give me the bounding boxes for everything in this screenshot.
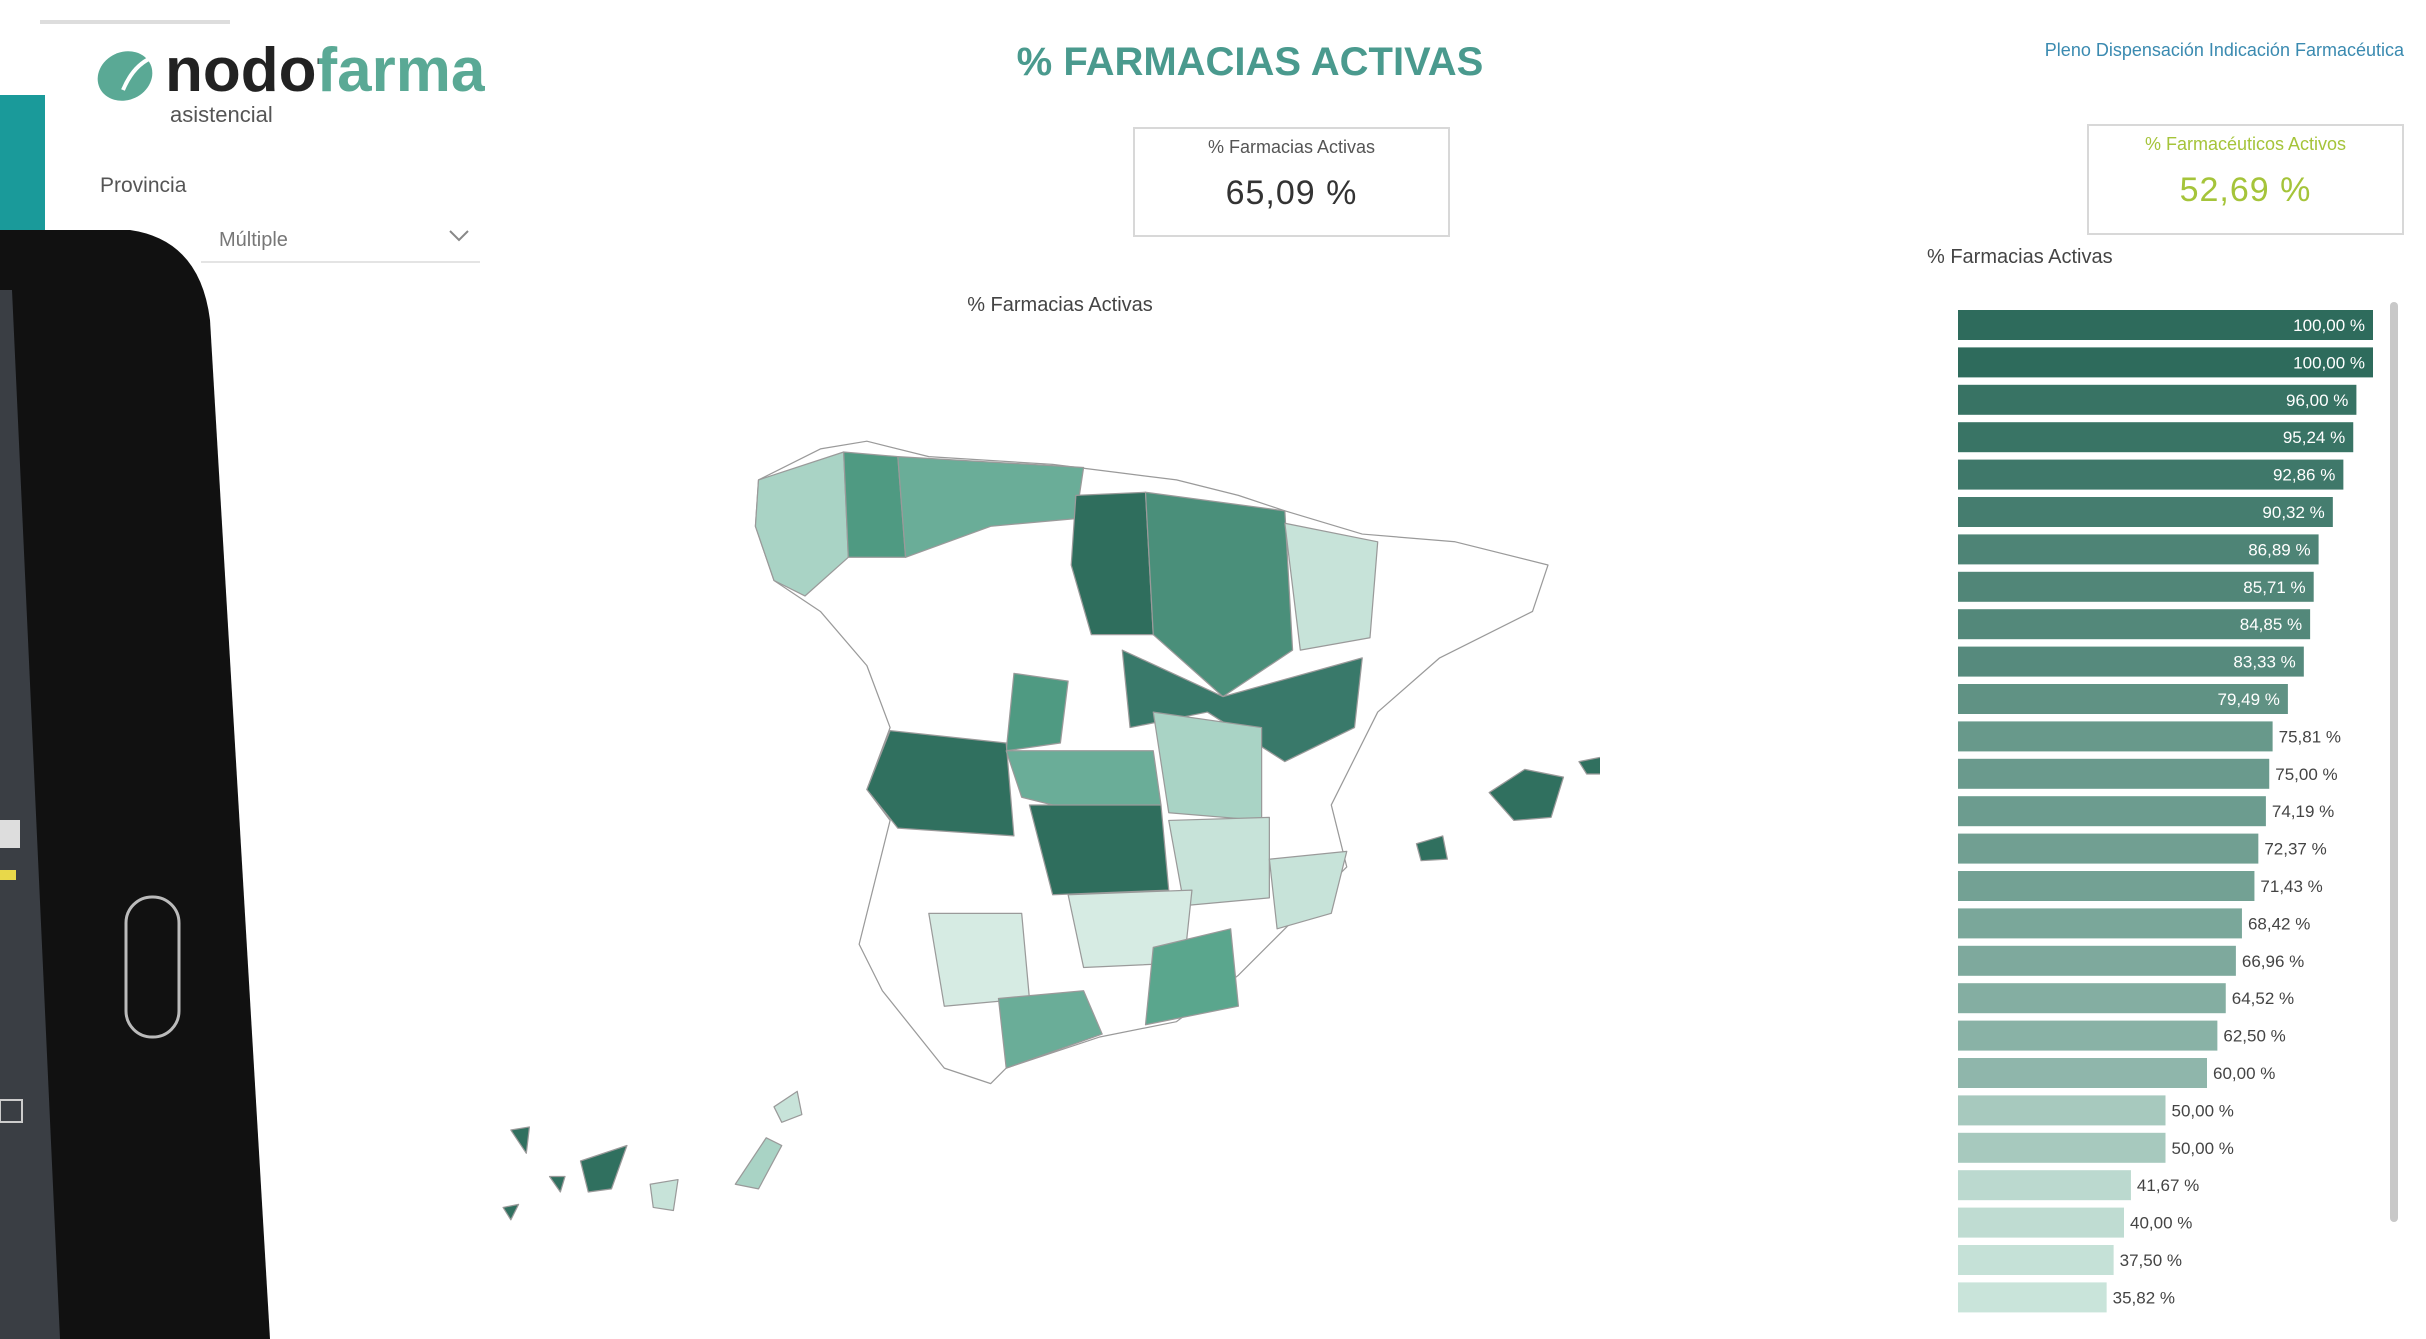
bar-value-label: 83,33 % xyxy=(2233,653,2295,672)
bar xyxy=(1958,1021,2217,1051)
bar-value-label: 35,82 % xyxy=(2113,1288,2175,1307)
bar-value-label: 95,24 % xyxy=(2283,428,2345,447)
bar-value-label: 66,96 % xyxy=(2242,952,2304,971)
bar-value-label: 100,00 % xyxy=(2293,353,2365,372)
bar xyxy=(1958,1133,2166,1163)
bar-value-label: 79,49 % xyxy=(2217,690,2279,709)
bar-value-label: 50,00 % xyxy=(2172,1139,2234,1158)
bar-value-label: 41,67 % xyxy=(2137,1176,2199,1195)
page: Nodofarma - % Farmacias Activas {"header… xyxy=(0,0,2426,1339)
bar xyxy=(1958,871,2254,901)
bar-chart: 100,00 % 100,00 % 96,00 % 95,24 % 92,86 % 90,… xyxy=(1950,290,2410,1339)
map xyxy=(0,0,1600,1339)
nav-link[interactable]: Pleno Dispensación Indicación Farmacéuti… xyxy=(2045,40,2404,61)
kpi-card: % Farmacéuticos Activos 52,69 % xyxy=(2087,124,2404,235)
bar-value-label: 37,50 % xyxy=(2120,1251,2182,1270)
bar xyxy=(1958,796,2266,826)
body: nodofarma asistencial % FARMACIAS ACTIVA… xyxy=(0,0,2426,1339)
bar-value-label: 75,00 % xyxy=(2275,765,2337,784)
bar xyxy=(1958,1282,2107,1312)
bar-value-label: 72,37 % xyxy=(2264,840,2326,859)
bar xyxy=(1958,759,2269,789)
bar-value-label: 90,32 % xyxy=(2262,503,2324,522)
bar xyxy=(1958,1208,2124,1238)
bar-value-label: 92,86 % xyxy=(2273,466,2335,485)
bar-value-label: 75,81 % xyxy=(2279,727,2341,746)
bar-value-label: 85,71 % xyxy=(2243,578,2305,597)
bar xyxy=(1958,908,2242,938)
bar-value-label: 60,00 % xyxy=(2213,1064,2275,1083)
bar xyxy=(1958,1095,2166,1125)
bar-value-label: 74,19 % xyxy=(2272,802,2334,821)
bar-value-label: 96,00 % xyxy=(2286,391,2348,410)
bar-value-label: 68,42 % xyxy=(2248,914,2310,933)
bar xyxy=(1958,1245,2114,1275)
bar-value-label: 50,00 % xyxy=(2172,1101,2234,1120)
bar-chart-title: % Farmacias Activas xyxy=(1927,246,2113,269)
bar-value-label: 64,52 % xyxy=(2232,989,2294,1008)
bar-value-label: 62,50 % xyxy=(2223,1027,2285,1046)
scrollbar[interactable] xyxy=(2390,302,2398,1222)
bar xyxy=(1958,721,2273,751)
bar-value-label: 71,43 % xyxy=(2260,877,2322,896)
card-value: 52,69 % xyxy=(2089,171,2402,210)
bar xyxy=(1958,834,2258,864)
bar xyxy=(1958,983,2226,1013)
bar-value-label: 86,89 % xyxy=(2248,540,2310,559)
bar-value-label: 100,00 % xyxy=(2293,316,2365,335)
card-label: % Farmacéuticos Activos xyxy=(2089,134,2402,155)
bar xyxy=(1958,1170,2131,1200)
bar-value-label: 40,00 % xyxy=(2130,1214,2192,1233)
bar xyxy=(1958,946,2236,976)
bar xyxy=(1958,1058,2207,1088)
bar-value-label: 84,85 % xyxy=(2240,615,2302,634)
